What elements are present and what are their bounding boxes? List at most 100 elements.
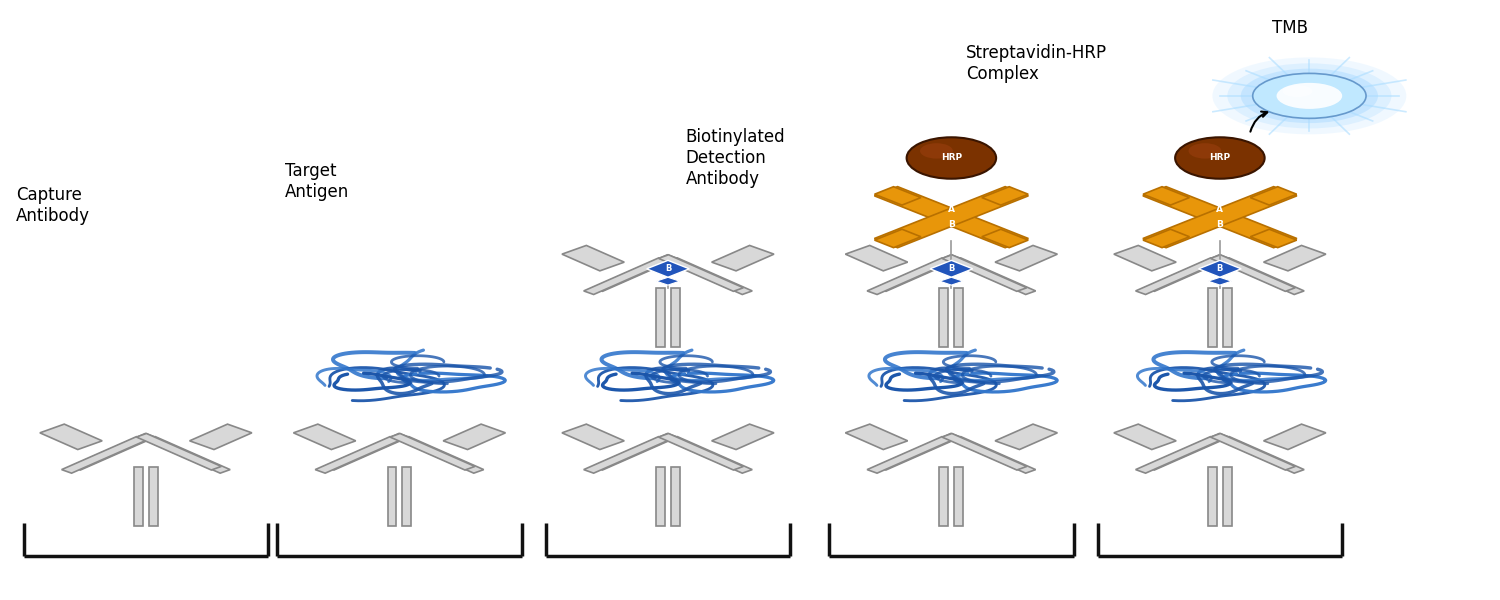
Polygon shape xyxy=(1136,258,1221,295)
Polygon shape xyxy=(939,467,948,526)
Polygon shape xyxy=(1144,433,1230,470)
Polygon shape xyxy=(1220,437,1304,473)
Ellipse shape xyxy=(1174,137,1264,179)
Circle shape xyxy=(1212,58,1407,134)
Polygon shape xyxy=(656,467,664,526)
Polygon shape xyxy=(930,260,972,277)
Polygon shape xyxy=(656,277,680,285)
Polygon shape xyxy=(189,424,252,449)
Polygon shape xyxy=(656,288,664,347)
Polygon shape xyxy=(1220,258,1304,295)
Polygon shape xyxy=(146,437,230,473)
Polygon shape xyxy=(670,467,680,526)
Text: A: A xyxy=(1216,205,1224,214)
Polygon shape xyxy=(876,433,962,470)
Polygon shape xyxy=(846,424,908,449)
Circle shape xyxy=(1282,85,1312,97)
Polygon shape xyxy=(1143,187,1298,248)
Polygon shape xyxy=(315,437,400,473)
Polygon shape xyxy=(994,424,1058,449)
Polygon shape xyxy=(1144,255,1230,292)
Polygon shape xyxy=(982,229,1028,248)
Circle shape xyxy=(1276,83,1342,109)
Polygon shape xyxy=(867,437,952,473)
Polygon shape xyxy=(876,255,962,292)
Text: A: A xyxy=(948,205,956,214)
Polygon shape xyxy=(1208,467,1216,526)
Circle shape xyxy=(1227,64,1392,128)
Polygon shape xyxy=(846,245,908,271)
Polygon shape xyxy=(1143,187,1298,248)
Polygon shape xyxy=(1198,260,1240,277)
Polygon shape xyxy=(399,437,483,473)
Text: Target
Antigen: Target Antigen xyxy=(285,162,350,201)
Polygon shape xyxy=(942,255,1028,292)
Polygon shape xyxy=(148,467,158,526)
Polygon shape xyxy=(954,288,963,347)
Polygon shape xyxy=(294,424,356,449)
Polygon shape xyxy=(62,437,147,473)
Polygon shape xyxy=(951,437,1035,473)
Polygon shape xyxy=(711,245,774,271)
Polygon shape xyxy=(1263,424,1326,449)
Text: B: B xyxy=(664,265,670,274)
Polygon shape xyxy=(592,433,678,470)
Polygon shape xyxy=(1210,255,1296,292)
Polygon shape xyxy=(402,467,411,526)
Text: Biotinylated
Detection
Antibody: Biotinylated Detection Antibody xyxy=(686,128,786,188)
Polygon shape xyxy=(442,424,506,449)
Polygon shape xyxy=(1251,229,1296,248)
Polygon shape xyxy=(646,260,690,277)
Polygon shape xyxy=(1210,433,1296,470)
Polygon shape xyxy=(70,433,156,470)
Polygon shape xyxy=(1222,288,1232,347)
Circle shape xyxy=(1252,73,1366,118)
Polygon shape xyxy=(670,288,680,347)
Ellipse shape xyxy=(906,137,996,179)
Polygon shape xyxy=(668,437,752,473)
Polygon shape xyxy=(942,433,1028,470)
Polygon shape xyxy=(40,424,102,449)
Text: HRP: HRP xyxy=(1209,154,1230,163)
Polygon shape xyxy=(134,467,142,526)
Polygon shape xyxy=(951,258,1035,295)
Polygon shape xyxy=(562,424,624,449)
Text: HRP: HRP xyxy=(940,154,962,163)
Polygon shape xyxy=(658,433,744,470)
Polygon shape xyxy=(1208,277,1231,285)
Text: B: B xyxy=(948,220,956,229)
Polygon shape xyxy=(874,187,1029,248)
Polygon shape xyxy=(939,288,948,347)
Polygon shape xyxy=(867,258,952,295)
Text: B: B xyxy=(1216,220,1224,229)
Polygon shape xyxy=(1263,245,1326,271)
Polygon shape xyxy=(668,258,752,295)
Polygon shape xyxy=(390,433,476,470)
Text: Streptavidin-HRP
Complex: Streptavidin-HRP Complex xyxy=(966,44,1107,83)
Text: B: B xyxy=(948,265,954,274)
Polygon shape xyxy=(1143,229,1190,248)
Polygon shape xyxy=(584,437,669,473)
Polygon shape xyxy=(874,187,1029,248)
Polygon shape xyxy=(711,424,774,449)
Polygon shape xyxy=(658,255,744,292)
Polygon shape xyxy=(1114,245,1176,271)
Text: Capture
Antibody: Capture Antibody xyxy=(16,186,90,225)
Polygon shape xyxy=(324,433,410,470)
Polygon shape xyxy=(874,187,921,205)
Polygon shape xyxy=(1136,437,1221,473)
Polygon shape xyxy=(584,258,669,295)
Polygon shape xyxy=(954,467,963,526)
Ellipse shape xyxy=(1188,143,1221,158)
Circle shape xyxy=(1240,68,1378,123)
Polygon shape xyxy=(939,277,963,285)
Polygon shape xyxy=(387,467,396,526)
Polygon shape xyxy=(1143,187,1190,205)
Polygon shape xyxy=(1114,424,1176,449)
Polygon shape xyxy=(982,187,1028,205)
Ellipse shape xyxy=(920,143,952,158)
Text: B: B xyxy=(1216,265,1222,274)
Polygon shape xyxy=(562,245,624,271)
Text: TMB: TMB xyxy=(1272,19,1308,37)
Polygon shape xyxy=(1208,288,1216,347)
